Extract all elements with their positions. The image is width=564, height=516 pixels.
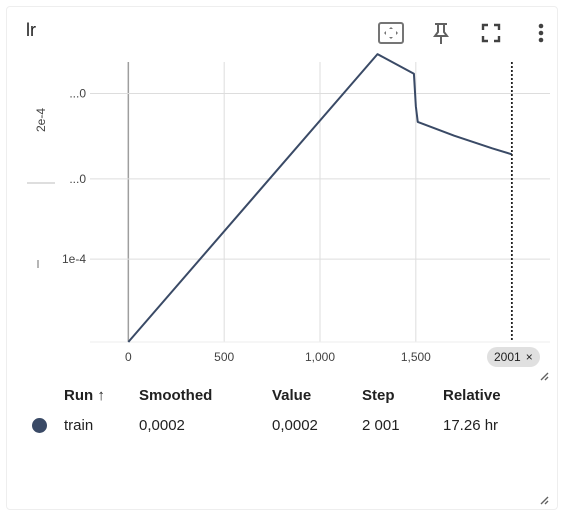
pin-icon[interactable] [426,18,456,48]
fullscreen-icon[interactable] [476,18,506,48]
legend-row-smoothed: 0,0002 [139,417,185,434]
fit-domain-icon[interactable] [376,18,406,48]
chart-title: lr [26,20,36,40]
legend-row-relative: 17.26 hr [443,417,499,434]
resize-handle-icon[interactable] [538,369,550,381]
more-vert-icon[interactable] [526,18,556,48]
y-axis-side-label: 2e-4 [34,108,48,132]
step-marker-chip[interactable]: 2001 × [487,347,540,367]
y-tick-label: ...0 [69,86,86,100]
close-icon[interactable]: × [525,350,533,364]
x-tick-label: 1,000 [305,350,335,364]
legend-row-step: 2 001 [362,417,400,434]
legend-header-run[interactable]: Run ↑ [64,387,105,404]
sort-arrow-icon: ↑ [97,387,105,404]
line-chart[interactable]: 0 500 1,000 1,500 ...0 ...0 1e-4 2e-4 [0,0,564,380]
legend-row-value: 0,0002 [272,417,318,434]
legend-header-value[interactable]: Value [272,387,312,404]
x-tick-label: 500 [214,350,234,364]
step-marker-label: 2001 [494,350,521,364]
legend-header-step[interactable]: Step [362,387,395,404]
x-tick-label: 0 [125,350,132,364]
y-tick-label: ...0 [69,172,86,186]
legend-header-relative[interactable]: Relative [443,387,501,404]
legend-row-run: train [64,417,94,434]
chart-card [6,6,558,510]
x-tick-label: 1,500 [401,350,431,364]
y-tick-label: 1e-4 [62,252,86,266]
run-color-dot [32,418,47,433]
legend-header-smoothed[interactable]: Smoothed [139,387,213,404]
series-line-train [127,53,513,343]
resize-handle-icon[interactable] [538,493,550,505]
